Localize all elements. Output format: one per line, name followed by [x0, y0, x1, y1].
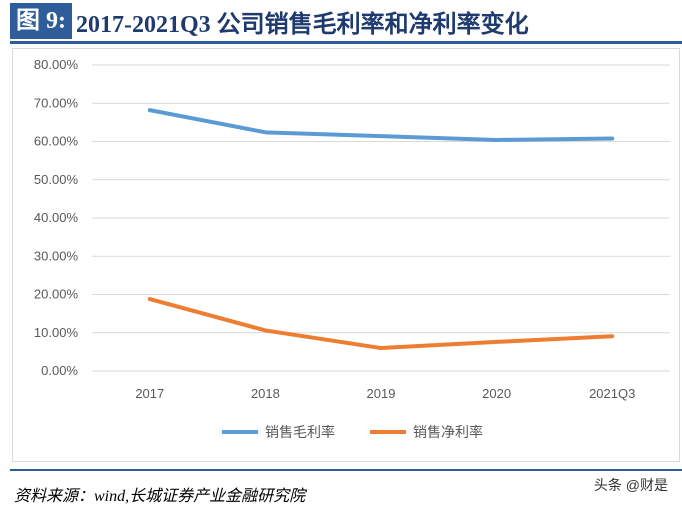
x-tick-label: 2020 [482, 386, 511, 401]
y-tick-label: 70.00% [34, 95, 79, 110]
footer-divider [10, 469, 682, 471]
legend-label: 销售净利率 [413, 424, 483, 440]
x-tick-label: 2019 [367, 386, 396, 401]
y-tick-label: 0.00% [41, 363, 78, 378]
x-tick-label: 2018 [251, 386, 280, 401]
x-tick-label: 2017 [135, 386, 164, 401]
y-tick-label: 40.00% [34, 210, 79, 225]
line-chart: 0.00% 10.00% 20.00% 30.00% 40.00% 50.00% 60.00… [0, 0, 682, 470]
y-tick-label: 60.00% [34, 134, 79, 149]
y-tick-label: 20.00% [34, 287, 79, 302]
source-note: 资料来源：wind,长城证券产业金融研究院 [14, 482, 305, 506]
y-tick-label: 10.00% [34, 325, 79, 340]
x-tick-label: 2021Q3 [589, 386, 635, 401]
y-tick-label: 80.00% [34, 57, 79, 72]
y-tick-label: 50.00% [34, 172, 79, 187]
series-line-0 [150, 110, 612, 140]
watermark: 头条 @财是 [594, 475, 668, 495]
y-tick-label: 30.00% [34, 248, 79, 263]
legend-label: 销售毛利率 [265, 424, 335, 440]
series-line-1 [150, 299, 612, 348]
